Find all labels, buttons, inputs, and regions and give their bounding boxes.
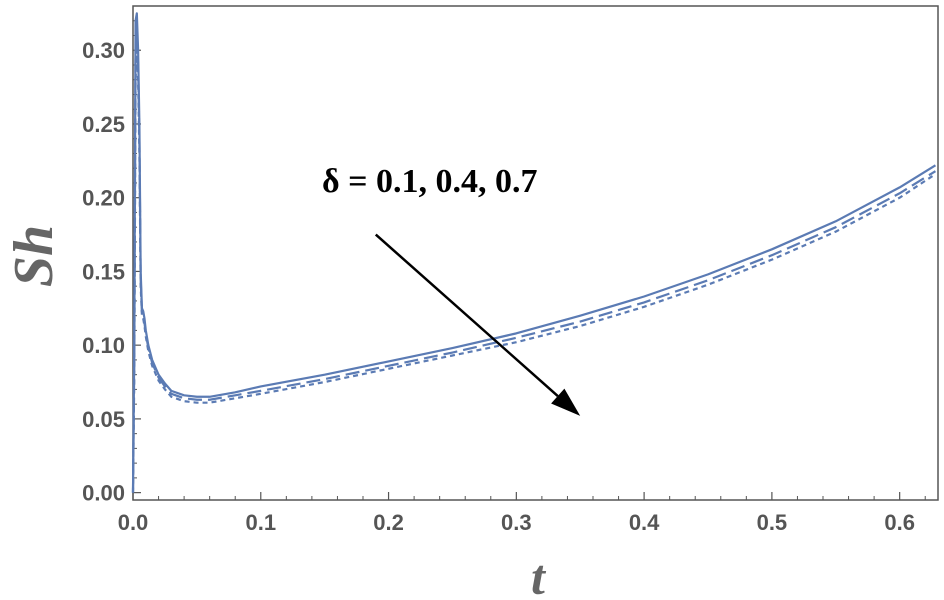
x-axis-label: t: [531, 549, 547, 600]
y-tick-label: 0.20: [82, 186, 125, 211]
y-tick-label: 0.25: [82, 112, 125, 137]
x-tick-label: 0.0: [118, 510, 149, 535]
series-line-1: [131, 12, 937, 493]
tick-labels: 0.0 0.1 0.2 0.3 0.4 0.5 0.6 0.00 0.05 0.10 0.15 0.2…: [82, 38, 915, 535]
x-tick-label: 0.3: [501, 510, 532, 535]
plot-frame: [132, 5, 939, 501]
series-line-3: [131, 49, 937, 493]
x-tick-label: 0.4: [629, 510, 660, 535]
series-lines: [131, 12, 937, 493]
y-tick-label: 0.30: [82, 38, 125, 63]
y-axis-label: Sh: [3, 225, 65, 287]
arrow-head: [551, 388, 581, 416]
ticks: [132, 5, 926, 500]
x-tick-label: 0.5: [757, 510, 788, 535]
y-tick-label: 0.05: [82, 407, 125, 432]
x-tick-label: 0.1: [245, 510, 276, 535]
x-tick-label: 0.2: [373, 510, 404, 535]
series-line-2: [131, 34, 937, 493]
y-tick-label: 0.15: [82, 259, 125, 284]
x-tick-label: 0.6: [884, 510, 915, 535]
annotation-text: δ = 0.1, 0.4, 0.7: [322, 163, 538, 200]
arrow-shaft: [374, 233, 559, 397]
annotation-arrow: [374, 233, 581, 416]
y-tick-label: 0.00: [82, 481, 125, 506]
y-tick-label: 0.10: [82, 333, 125, 358]
